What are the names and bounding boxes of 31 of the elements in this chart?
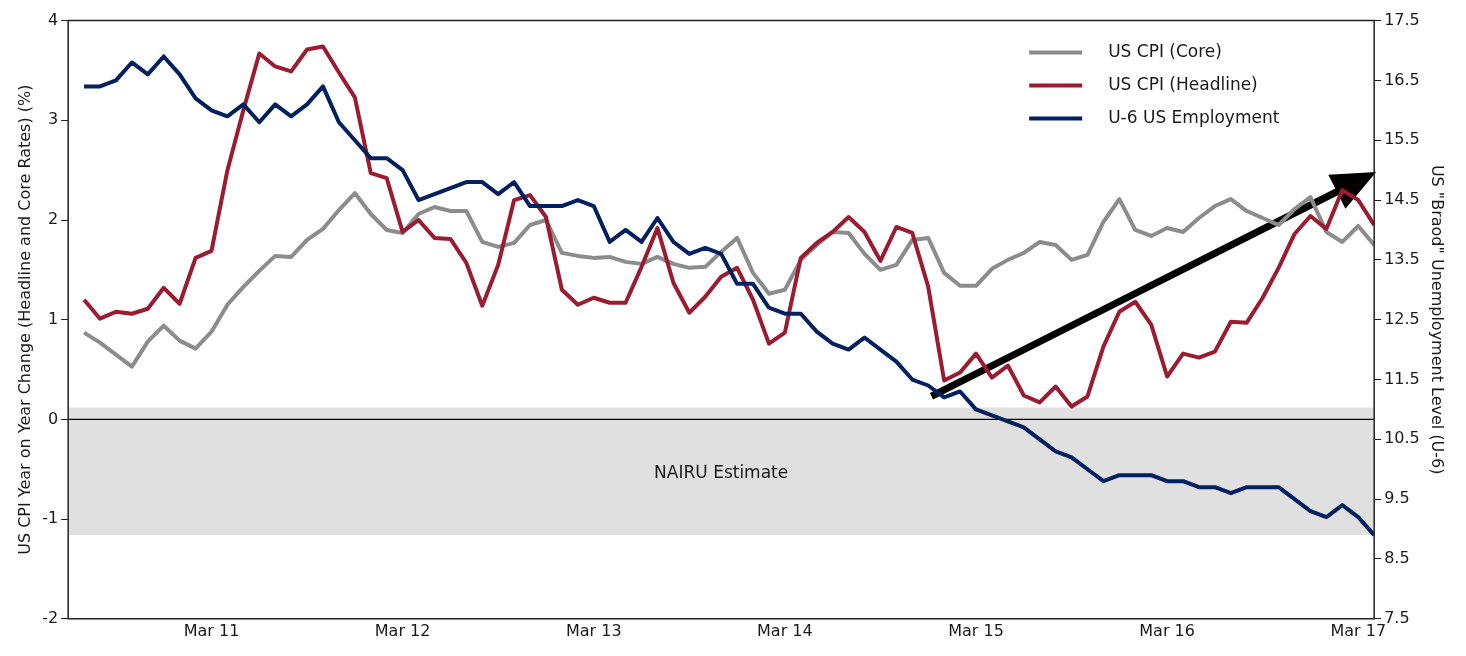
y-tick-label: 2 xyxy=(47,209,59,229)
y-tick-label: 1 xyxy=(47,308,59,328)
y2-axis-title: US "Braod" Unemployment Level (U-6) xyxy=(1428,164,1448,475)
y-axis-title: US CPI Year on Year Change (Headline and Core Rates) (%) xyxy=(14,84,34,555)
x-tick-label: Mar 12 xyxy=(374,620,431,640)
y2-tick-label: 8.5 xyxy=(1384,548,1410,568)
legend-label: US CPI (Core) xyxy=(1108,41,1222,62)
y2-tick-label: 13.5 xyxy=(1384,249,1420,269)
x-tick-label: Mar 17 xyxy=(1330,620,1387,640)
y2-tick-label: 17.5 xyxy=(1384,9,1420,29)
legend-label: U-6 US Employment xyxy=(1108,107,1280,128)
x-tick-label: Mar 11 xyxy=(183,620,240,640)
y2-tick-label: 10.5 xyxy=(1384,428,1420,448)
y-tick-label: -2 xyxy=(42,607,59,627)
y2-tick-label: 15.5 xyxy=(1384,129,1420,149)
y2-tick-label: 9.5 xyxy=(1384,488,1410,508)
x-tick-label: Mar 14 xyxy=(757,620,813,640)
legend-label: US CPI (Headline) xyxy=(1108,74,1258,95)
band-label: NAIRU Estimate xyxy=(654,461,789,482)
y2-tick-label: 14.5 xyxy=(1384,189,1420,209)
x-tick-label: Mar 15 xyxy=(948,620,1004,640)
y2-tick-label: 12.5 xyxy=(1384,308,1420,328)
y-tick-label: -1 xyxy=(42,508,59,528)
y-tick-label: 3 xyxy=(47,109,59,129)
x-tick-label: Mar 16 xyxy=(1139,620,1195,640)
y-tick-label: 0 xyxy=(47,408,59,428)
y2-tick-label: 7.5 xyxy=(1384,607,1410,627)
x-tick-label: Mar 13 xyxy=(565,620,622,640)
y-tick-label: 4 xyxy=(47,9,59,29)
y2-tick-label: 11.5 xyxy=(1384,368,1420,388)
y2-tick-label: 16.5 xyxy=(1384,69,1420,89)
